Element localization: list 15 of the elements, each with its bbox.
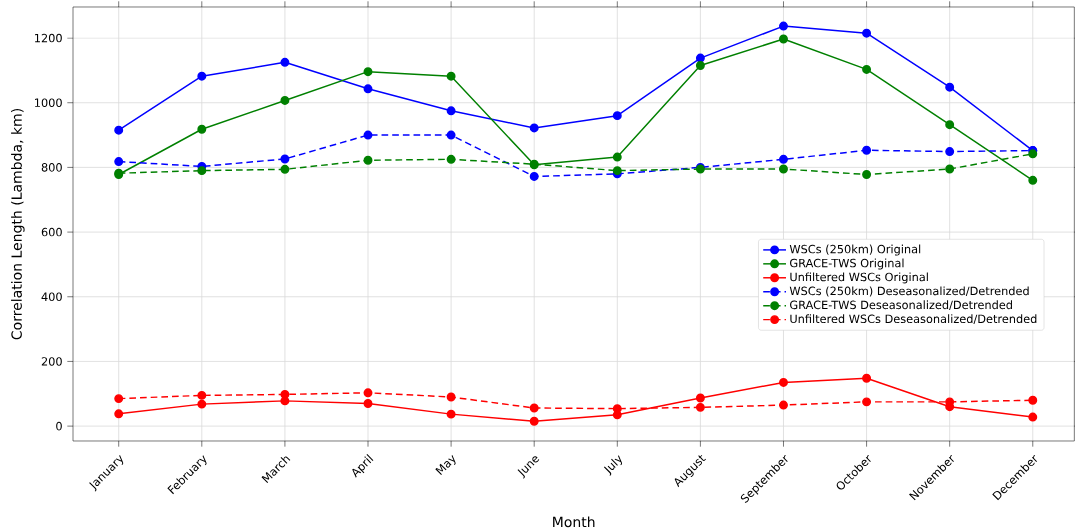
y-tick-label: 1000 <box>35 98 62 108</box>
y-axis-title: Correlation Length (Lambda, km) <box>11 109 25 340</box>
y-tick-label: 600 <box>41 227 62 237</box>
y-tick-label: 800 <box>41 163 62 172</box>
y-tick-label: 400 <box>41 292 62 302</box>
x-axis-title: Month <box>553 516 595 528</box>
legend-label: WSCs (250km) Deseasonalized/Detrended <box>789 286 1029 297</box>
y-tick-label: 1200 <box>35 33 62 43</box>
legend-label: Unfiltered WSCs Original <box>790 272 928 284</box>
y-tick-label: 200 <box>41 357 62 366</box>
legend-label: GRACE-TWS Original <box>790 258 904 270</box>
legend-label: Unfiltered WSCs Deseasonalized/Detrended <box>790 314 1037 324</box>
legend-label: WSCs (250km) Original <box>789 244 921 256</box>
legend-label: GRACE-TWS Deseasonalized/Detrended <box>790 300 1012 311</box>
y-tick-label: 0 <box>56 421 62 431</box>
